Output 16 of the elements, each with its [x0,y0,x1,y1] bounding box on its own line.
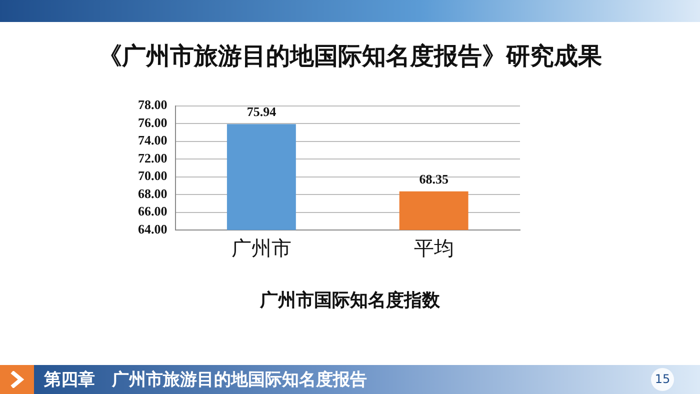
data-label: 68.35 [419,171,449,186]
y-tick-label: 74.00 [138,132,168,148]
data-label: 75.94 [246,104,277,119]
y-tick-label: 78.00 [138,97,168,112]
y-tick-label: 72.00 [138,150,168,166]
y-tick-label: 76.00 [138,114,168,130]
y-tick-label: 68.00 [138,186,168,201]
y-tick-label: 66.00 [138,204,168,219]
x-axis-title: 广州市国际知名度指数 [258,289,441,312]
x-tick-label: 平均 [414,236,454,260]
y-tick-label: 64.00 [138,221,168,236]
text: 15 [651,368,674,391]
x-tick-label: 广州市 [231,236,292,260]
text: 第四章 广州市旅游目的地国际知名度报告 [44,369,367,391]
chart-title: 《广州市旅游目的地国际知名度报告》研究成果 [97,41,603,72]
y-tick-label: 70.00 [138,168,168,184]
